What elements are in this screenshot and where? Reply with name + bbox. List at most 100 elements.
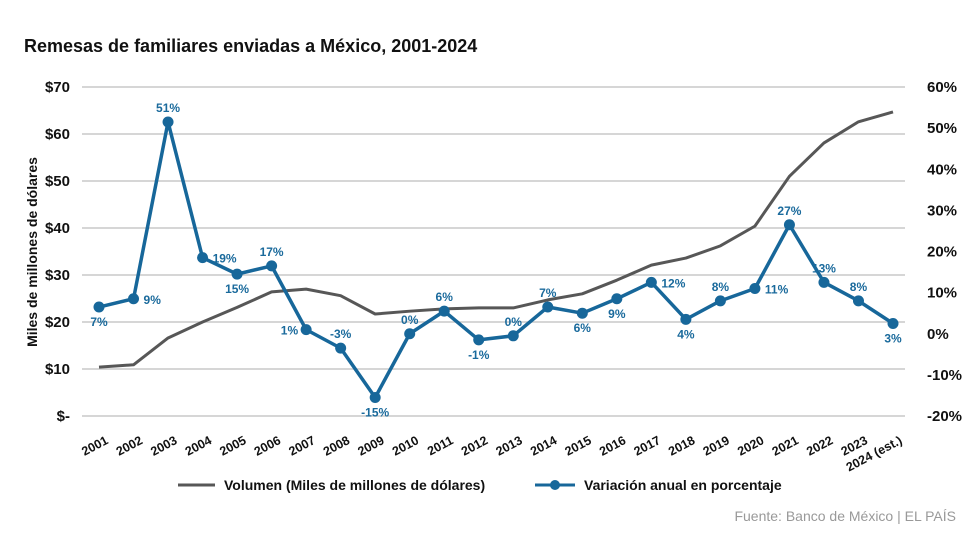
- data-label-variation: 19%: [213, 252, 237, 266]
- data-label-variation: 51%: [156, 101, 180, 115]
- data-point-variation[interactable]: [128, 293, 140, 305]
- y-tick-label-left: $50: [45, 173, 70, 190]
- data-label-variation: 0%: [505, 315, 523, 329]
- y-tick-label-right: 60%: [927, 79, 957, 96]
- data-point-variation[interactable]: [542, 301, 554, 313]
- y-tick-label-right: -20%: [927, 408, 962, 425]
- x-tick-label: 2008: [321, 433, 352, 458]
- data-label-variation: 13%: [812, 261, 836, 275]
- y-tick-label-left: $10: [45, 361, 70, 378]
- data-label-variation: 0%: [401, 313, 419, 327]
- x-tick-label: 2017: [632, 433, 663, 458]
- data-label-variation: -15%: [361, 405, 389, 419]
- data-point-variation[interactable]: [438, 305, 450, 317]
- data-point-variation[interactable]: [783, 219, 795, 231]
- y-tick-label-right: 10%: [927, 285, 957, 302]
- data-point-variation[interactable]: [680, 313, 692, 325]
- x-tick-label: 2001: [79, 433, 110, 458]
- data-point-variation[interactable]: [162, 116, 174, 128]
- x-tick-label: 2020: [735, 433, 766, 458]
- x-tick-label: 2013: [494, 433, 525, 458]
- x-tick-label: 2004: [183, 433, 214, 458]
- x-tick-label: 2002: [114, 433, 145, 458]
- data-point-variation[interactable]: [300, 324, 312, 336]
- y-tick-label-right: -10%: [927, 367, 962, 384]
- x-tick-label: 2018: [666, 433, 697, 458]
- y-tick-label-right: 20%: [927, 244, 957, 261]
- data-point-variation[interactable]: [645, 276, 657, 288]
- data-point-variation[interactable]: [266, 260, 278, 272]
- data-point-variation[interactable]: [887, 317, 899, 329]
- x-tick-label: 2021: [770, 433, 801, 458]
- data-point-variation[interactable]: [611, 293, 623, 305]
- y-axis-left: $70 $60 $50 $40 $30 $20 $10 $-: [45, 79, 70, 425]
- y-tick-label-left: $30: [45, 267, 70, 284]
- x-tick-label: 2007: [286, 433, 317, 458]
- x-tick-label: 2016: [597, 433, 628, 458]
- y-tick-label-right: 50%: [927, 120, 957, 137]
- x-tick-label: 2019: [701, 433, 732, 458]
- data-point-variation[interactable]: [507, 330, 519, 342]
- y-axis-label: Miles de millones de dólares: [24, 157, 40, 347]
- data-point-variation[interactable]: [749, 283, 761, 295]
- legend-item-volume[interactable]: Volumen (Miles de millones de dólares): [178, 477, 485, 493]
- gridlines: [82, 86, 905, 417]
- x-tick-label: 2005: [217, 433, 248, 458]
- x-tick-label: 2015: [563, 433, 594, 458]
- x-tick-label: 2003: [148, 433, 179, 458]
- y-tick-label-right: 30%: [927, 202, 957, 219]
- data-point-variation[interactable]: [852, 295, 864, 307]
- data-point-variation[interactable]: [335, 342, 347, 354]
- data-point-variation[interactable]: [369, 391, 381, 403]
- data-label-variation: 7%: [90, 315, 108, 329]
- data-point-variation[interactable]: [93, 301, 105, 313]
- legend-label-volume: Volumen (Miles de millones de dólares): [224, 477, 485, 493]
- data-point-variation[interactable]: [714, 295, 726, 307]
- x-tick-label: 2006: [252, 433, 283, 458]
- legend: Volumen (Miles de millones de dólares) V…: [178, 477, 782, 493]
- source-note: Fuente: Banco de México | EL PAÍS: [734, 508, 956, 524]
- data-label-variation: 11%: [765, 283, 789, 297]
- legend-marker-variation: [550, 480, 560, 490]
- data-label-variation: 6%: [574, 321, 592, 335]
- data-point-variation[interactable]: [818, 276, 830, 288]
- y-tick-label-left: $60: [45, 126, 70, 143]
- series-line-variation: [98, 120, 894, 400]
- data-point-variation[interactable]: [231, 268, 243, 280]
- y-tick-label-right: 0%: [927, 326, 949, 343]
- data-label-variation: 12%: [661, 276, 685, 290]
- data-label-variation: 9%: [144, 293, 162, 307]
- x-tick-label: 2009: [355, 433, 386, 458]
- legend-item-variation[interactable]: Variación anual en porcentaje: [535, 477, 782, 493]
- y-tick-label-right: 40%: [927, 161, 957, 178]
- data-label-variation: 17%: [260, 245, 284, 259]
- y-tick-label-left: $-: [57, 408, 70, 425]
- y-tick-label-left: $40: [45, 220, 70, 237]
- chart-title: Remesas de familiares enviadas a México,…: [24, 36, 477, 56]
- data-label-variation: 8%: [850, 280, 868, 294]
- data-label-variation: 9%: [608, 307, 626, 321]
- data-point-variation[interactable]: [473, 334, 485, 346]
- x-tick-label: 2010: [390, 433, 421, 458]
- data-label-variation: 27%: [777, 204, 801, 218]
- data-label-variation: 7%: [539, 286, 557, 300]
- data-label-variation: 8%: [712, 280, 730, 294]
- data-label-variation: 15%: [225, 282, 249, 296]
- data-label-variation: -3%: [330, 327, 352, 341]
- x-tick-label: 2012: [459, 433, 490, 458]
- data-point-variation[interactable]: [197, 252, 209, 264]
- data-label-variation: -1%: [468, 348, 490, 362]
- data-label-variation: 4%: [677, 327, 695, 341]
- x-tick-label: 2011: [425, 433, 456, 458]
- y-axis-right: 60% 50% 40% 30% 20% 10% 0% -10% -20%: [927, 79, 962, 425]
- y-tick-label-left: $70: [45, 79, 70, 96]
- legend-label-variation: Variación anual en porcentaje: [584, 477, 782, 493]
- data-point-variation[interactable]: [576, 307, 588, 319]
- plot-area: 7% 9% 51% 19% 15% 17% 1% -3% -15% 0% 6% -1% 0% 7% 6% 9%…: [90, 101, 902, 420]
- data-label-variation: 1%: [281, 324, 299, 338]
- data-label-variation: 6%: [436, 290, 454, 304]
- x-axis: 2001 2002 2003 2004 2005 2006 2007 2008 2009 2010…: [79, 433, 904, 474]
- data-point-variation[interactable]: [404, 328, 416, 340]
- x-tick-label: 2022: [804, 433, 835, 458]
